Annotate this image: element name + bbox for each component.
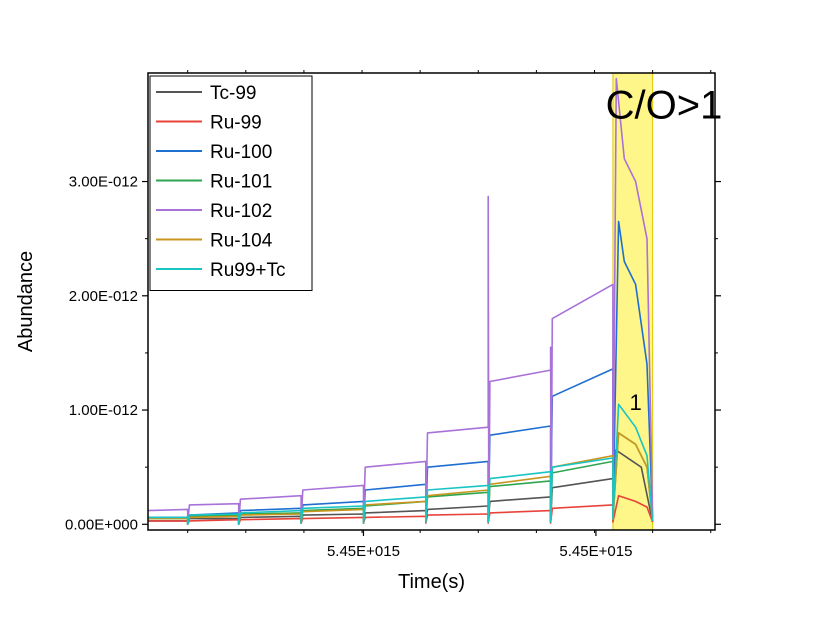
- legend-label-ru-101: Ru-101: [210, 172, 272, 193]
- series-line-ru-104: [148, 432, 654, 526]
- legend-label-ru-104: Ru-104: [210, 231, 273, 252]
- x-tick-label: 5.45E+015: [559, 543, 632, 560]
- legend-label-ru-99: Ru-99: [210, 113, 262, 134]
- annotation-c-o: C/O>1: [606, 84, 723, 128]
- ticks-layer: 0.00E+000 1.00E-012 2.00E-012 3.00E-012 5.45…: [65, 70, 721, 560]
- y-tick-label: 0.00E+000: [65, 516, 138, 533]
- y-axis-title: Abundance: [15, 251, 37, 352]
- legend-label-tc-99: Tc-99: [210, 83, 256, 104]
- legend-label-ru-102: Ru-102: [210, 201, 272, 222]
- annotation-1: 1: [629, 390, 641, 415]
- y-tick-label: 2.00E-012: [69, 288, 138, 305]
- legend: Tc-99 Ru-99 Ru-100 Ru-101 Ru-102 Ru-104 Ru99+T…: [149, 75, 313, 291]
- plot-frame: [147, 72, 716, 531]
- x-axis-title: Time(s): [398, 571, 465, 593]
- legend-label-ru-100: Ru-100: [210, 142, 272, 163]
- legend-box: [149, 75, 313, 291]
- series-layer: [147, 77, 654, 526]
- series-line-ru99-tc: [148, 403, 654, 526]
- x-tick-label: 5.45E+015: [327, 543, 400, 560]
- series-line-ru-101: [148, 432, 654, 526]
- y-tick-label: 1.00E-012: [69, 402, 138, 419]
- series-line-ru-99: [148, 494, 654, 526]
- legend-label-ru99-tc: Ru99+Tc: [210, 260, 286, 281]
- y-tick-label: 3.00E-012: [69, 174, 138, 191]
- annotations: C/O>1 1: [606, 84, 723, 415]
